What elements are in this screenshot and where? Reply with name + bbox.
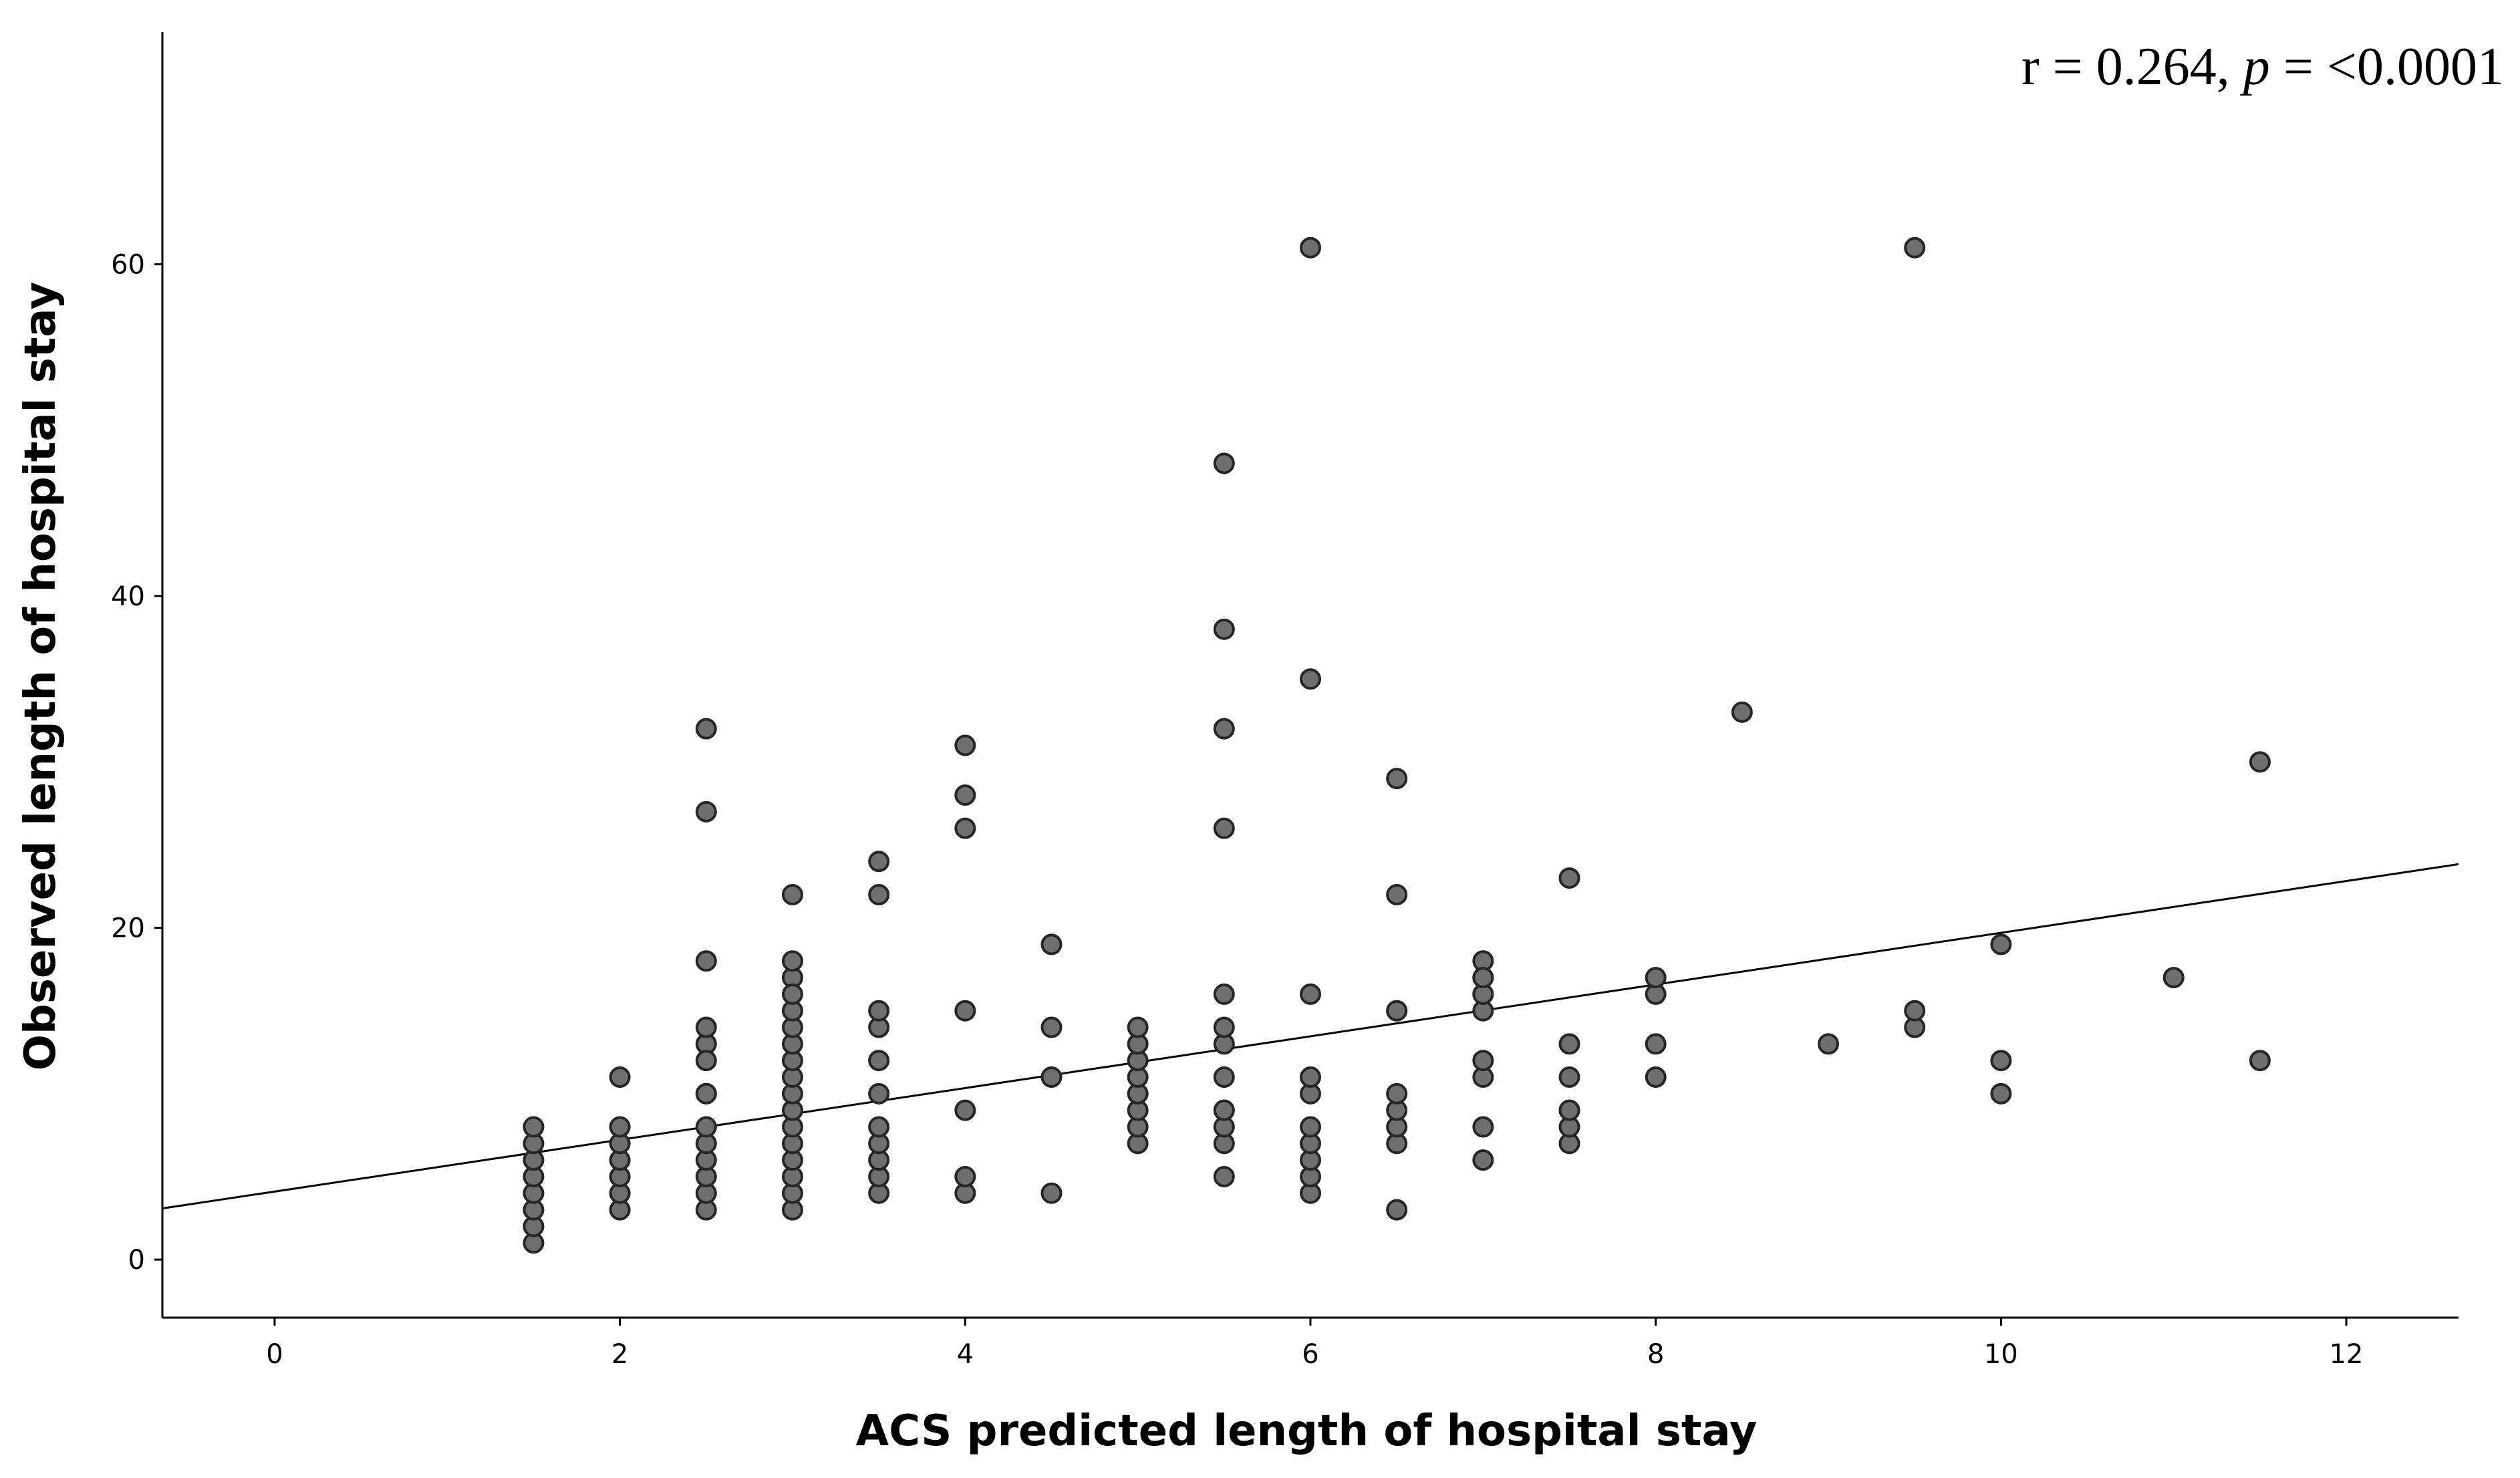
data-point — [1558, 1066, 1580, 1088]
fit-line-group — [162, 863, 2459, 1209]
data-point — [1127, 1016, 1149, 1038]
data-point — [2249, 1050, 2271, 1072]
x-tick-label: 8 — [1647, 1339, 1664, 1370]
y-tick-label: 40 — [111, 581, 145, 612]
data-point — [2249, 751, 2271, 773]
data-point — [781, 983, 803, 1005]
data-point — [1990, 1082, 2012, 1104]
x-tick-label: 2 — [611, 1339, 628, 1370]
data-point — [1213, 983, 1235, 1005]
x-tick-label: 0 — [266, 1339, 283, 1370]
data-point — [1213, 1165, 1235, 1187]
x-axis-title: ACS predicted length of hospital stay — [856, 1407, 1758, 1456]
data-point — [1904, 1000, 1926, 1022]
data-point — [954, 784, 976, 806]
y-tick-label: 0 — [128, 1245, 145, 1276]
x-tick-label: 4 — [957, 1339, 974, 1370]
x-ticks: 0 2 4 6 8 10 12 — [266, 1318, 2364, 1370]
data-point — [868, 883, 890, 905]
data-point — [1213, 618, 1235, 640]
data-point — [868, 1000, 890, 1022]
data-point — [1040, 1066, 1063, 1088]
data-point — [523, 1116, 545, 1138]
data-point — [954, 1099, 976, 1121]
data-point — [1558, 867, 1580, 889]
data-point — [1040, 1182, 1063, 1204]
data-point — [1558, 1099, 1580, 1121]
data-point — [695, 800, 717, 823]
data-point — [1040, 933, 1063, 955]
data-point — [1472, 967, 1494, 989]
data-point — [1818, 1033, 1840, 1055]
data-point — [1213, 1066, 1235, 1088]
data-point — [1990, 1050, 2012, 1072]
data-point — [1645, 967, 1667, 989]
data-point — [1472, 1149, 1494, 1171]
correlation-p-symbol: p — [2240, 37, 2270, 96]
x-tick-label: 10 — [1984, 1339, 2018, 1370]
data-point — [695, 1050, 717, 1072]
data-point — [1213, 718, 1235, 740]
data-point — [868, 1050, 890, 1072]
data-point — [1731, 701, 1753, 723]
data-point — [1386, 1000, 1408, 1022]
data-point — [1386, 768, 1408, 790]
data-point — [609, 1066, 631, 1088]
data-point — [1300, 668, 1321, 690]
data-point — [695, 1082, 717, 1104]
data-point — [1213, 1016, 1235, 1038]
data-point — [868, 1116, 890, 1138]
correlation-annotation: r = 0.264, p = <0.0001 — [2021, 37, 2504, 96]
data-point — [2162, 967, 2185, 989]
data-point — [1645, 1033, 1667, 1055]
data-point — [954, 734, 976, 756]
data-point — [868, 851, 890, 873]
data-point — [1472, 1116, 1494, 1138]
data-point — [1213, 452, 1235, 474]
data-point — [695, 950, 717, 972]
data-point — [1213, 1099, 1235, 1121]
data-point — [868, 1082, 890, 1104]
data-point — [954, 817, 976, 839]
regression-line — [162, 863, 2459, 1209]
data-points — [523, 237, 2271, 1254]
data-point — [609, 1116, 631, 1138]
y-tick-label: 60 — [111, 250, 145, 281]
data-point — [954, 1165, 976, 1187]
data-point — [1904, 237, 1926, 259]
data-point — [1645, 1066, 1667, 1088]
data-point — [1558, 1033, 1580, 1055]
x-tick-label: 12 — [2330, 1339, 2364, 1370]
y-tick-label: 20 — [111, 913, 145, 944]
data-point — [1990, 933, 2012, 955]
y-axis-title: Observed length of hospital stay — [16, 282, 65, 1071]
correlation-p-text: = <0.0001 — [2270, 37, 2504, 96]
data-point — [695, 718, 717, 740]
data-point — [1040, 1016, 1063, 1038]
data-point — [781, 883, 803, 905]
y-ticks: 0 20 40 60 — [111, 250, 162, 1276]
data-point — [781, 950, 803, 972]
data-point — [1386, 1082, 1408, 1104]
data-point — [1213, 817, 1235, 839]
data-point — [695, 1016, 717, 1038]
data-point — [695, 1116, 717, 1138]
data-point — [1386, 1199, 1408, 1221]
data-point — [1472, 1050, 1494, 1072]
data-point — [1300, 1116, 1321, 1138]
data-point — [954, 1000, 976, 1022]
correlation-r-text: r = 0.264, — [2021, 37, 2243, 96]
data-point — [1300, 983, 1321, 1005]
data-point — [1300, 1066, 1321, 1088]
x-tick-label: 6 — [1302, 1339, 1318, 1370]
data-point — [1300, 237, 1321, 259]
data-point — [1386, 883, 1408, 905]
